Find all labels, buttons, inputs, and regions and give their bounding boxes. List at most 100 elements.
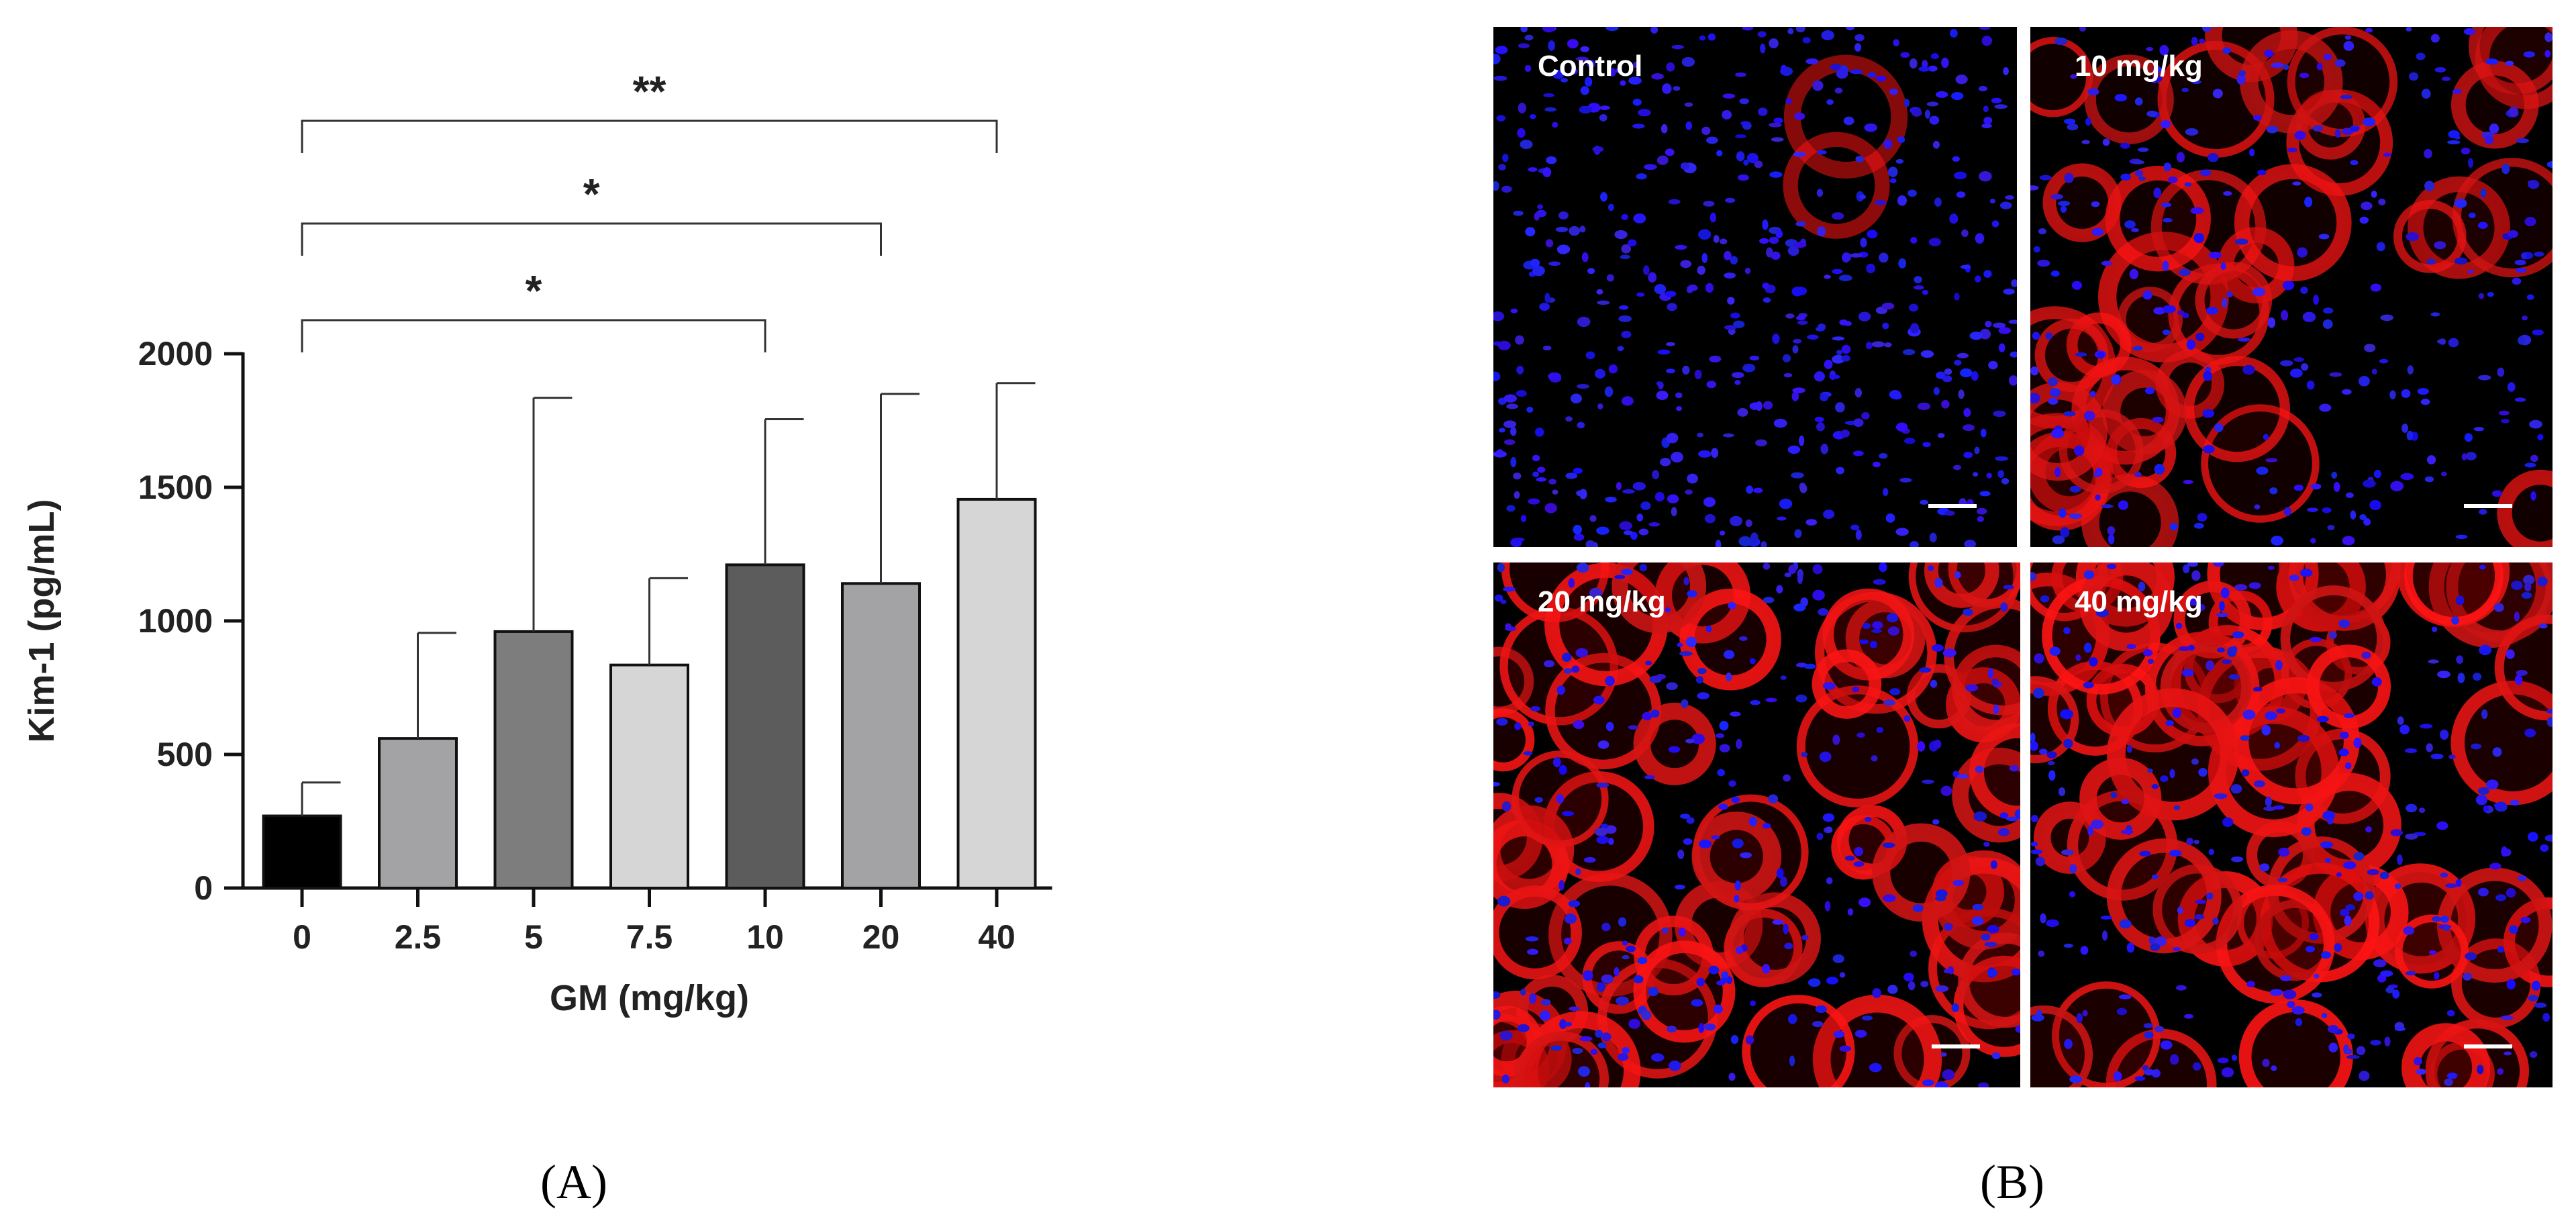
nucleus — [1842, 252, 1850, 263]
nucleus — [1889, 390, 1901, 399]
nucleus — [2110, 791, 2118, 799]
nucleus — [2206, 892, 2214, 900]
nucleus — [1836, 350, 1842, 355]
stained-tubule — [1633, 940, 1736, 1043]
nucleus — [1599, 113, 1607, 121]
nucleus — [2497, 1068, 2504, 1075]
nucleus — [1807, 978, 1821, 987]
nucleus — [1595, 369, 1605, 379]
nucleus — [2426, 455, 2436, 464]
nucleus — [2254, 780, 2265, 787]
nucleus — [1654, 284, 1667, 295]
nucleus — [2430, 34, 2440, 43]
nucleus — [1820, 393, 1828, 401]
nucleus — [2014, 809, 2020, 820]
nucleus — [1537, 204, 1544, 209]
nucleus — [1821, 30, 1834, 41]
nucleus — [2107, 526, 2116, 535]
nucleus — [2436, 821, 2448, 830]
nucleus — [2313, 973, 2320, 979]
nucleus — [1564, 937, 1572, 945]
nucleus — [1685, 121, 1693, 130]
nucleus — [1862, 622, 1871, 630]
nucleus — [2342, 536, 2355, 546]
nucleus — [2253, 687, 2263, 692]
nucleus — [1750, 532, 1758, 543]
nucleus — [1883, 699, 1895, 706]
nucleus — [1674, 884, 1685, 890]
nucleus — [1675, 244, 1687, 250]
nucleus — [1579, 105, 1592, 114]
nucleus — [1779, 498, 1793, 509]
nucleus — [1728, 1073, 1736, 1081]
nucleus — [1787, 246, 1799, 256]
nucleus — [2370, 283, 2381, 292]
nucleus — [2142, 290, 2152, 300]
nucleus — [1716, 733, 1725, 738]
nucleus — [2000, 602, 2008, 612]
nucleus — [1614, 967, 1620, 977]
nucleus — [2416, 1069, 2426, 1075]
nucleus — [1792, 345, 1799, 354]
nucleus — [2464, 433, 2473, 442]
nucleus — [1520, 989, 1526, 996]
nucleus — [1601, 974, 1614, 984]
nucleus — [1685, 489, 1693, 495]
nucleus — [2265, 711, 2277, 720]
nucleus — [2477, 1065, 2484, 1075]
nucleus — [2011, 279, 2017, 287]
nucleus — [1762, 964, 1771, 974]
nucleus — [1724, 650, 1735, 659]
nucleus — [1871, 628, 1883, 634]
nucleus — [2181, 87, 2189, 93]
nucleus — [2342, 389, 2352, 395]
nucleus — [1826, 877, 1833, 885]
nucleus — [1816, 832, 1824, 840]
nucleus — [2528, 994, 2538, 1001]
nucleus — [2217, 1057, 2229, 1064]
nucleus — [2420, 398, 2430, 405]
nucleus — [1791, 391, 1799, 401]
nucleus — [2193, 233, 2204, 244]
bar — [493, 630, 574, 889]
nucleus — [2493, 603, 2504, 612]
nucleus — [1717, 769, 1726, 777]
nucleus — [1698, 839, 1712, 848]
nucleus — [2463, 973, 2473, 981]
nucleus — [1594, 827, 1608, 836]
nucleus — [1518, 103, 1526, 114]
nucleus — [2478, 293, 2485, 299]
nucleus — [2507, 382, 2516, 392]
nucleus — [2353, 737, 2362, 748]
nucleus — [2064, 1038, 2073, 1049]
nucleus — [2370, 1040, 2381, 1046]
nucleus — [1990, 860, 1997, 869]
nucleus — [1974, 446, 1980, 454]
nucleus — [1795, 221, 1807, 227]
nucleus — [1723, 433, 1734, 438]
nucleus — [1815, 1005, 1827, 1014]
nucleus — [2184, 1014, 2193, 1019]
nucleus — [1683, 577, 1689, 586]
nucleus — [1673, 86, 1681, 91]
nucleus — [1884, 342, 1892, 348]
nucleus — [1769, 38, 1779, 48]
nucleus — [1871, 755, 1878, 762]
nucleus — [1887, 166, 1898, 177]
nucleus — [2037, 259, 2050, 267]
nucleus — [1943, 969, 1952, 974]
nucleus — [1988, 360, 1998, 370]
nucleus — [1823, 509, 1835, 519]
nucleus — [2299, 72, 2310, 79]
nucleus — [2406, 803, 2418, 813]
nucleus — [1552, 121, 1558, 128]
nucleus — [1784, 942, 1793, 950]
bar — [609, 663, 689, 889]
nucleus — [1510, 456, 1517, 468]
nucleus — [1539, 303, 1550, 311]
nucleus — [1514, 722, 1522, 730]
nucleus — [1605, 27, 1619, 32]
nucleus — [2383, 152, 2392, 157]
nucleus — [1872, 988, 1881, 998]
nucleus — [1919, 667, 1932, 673]
